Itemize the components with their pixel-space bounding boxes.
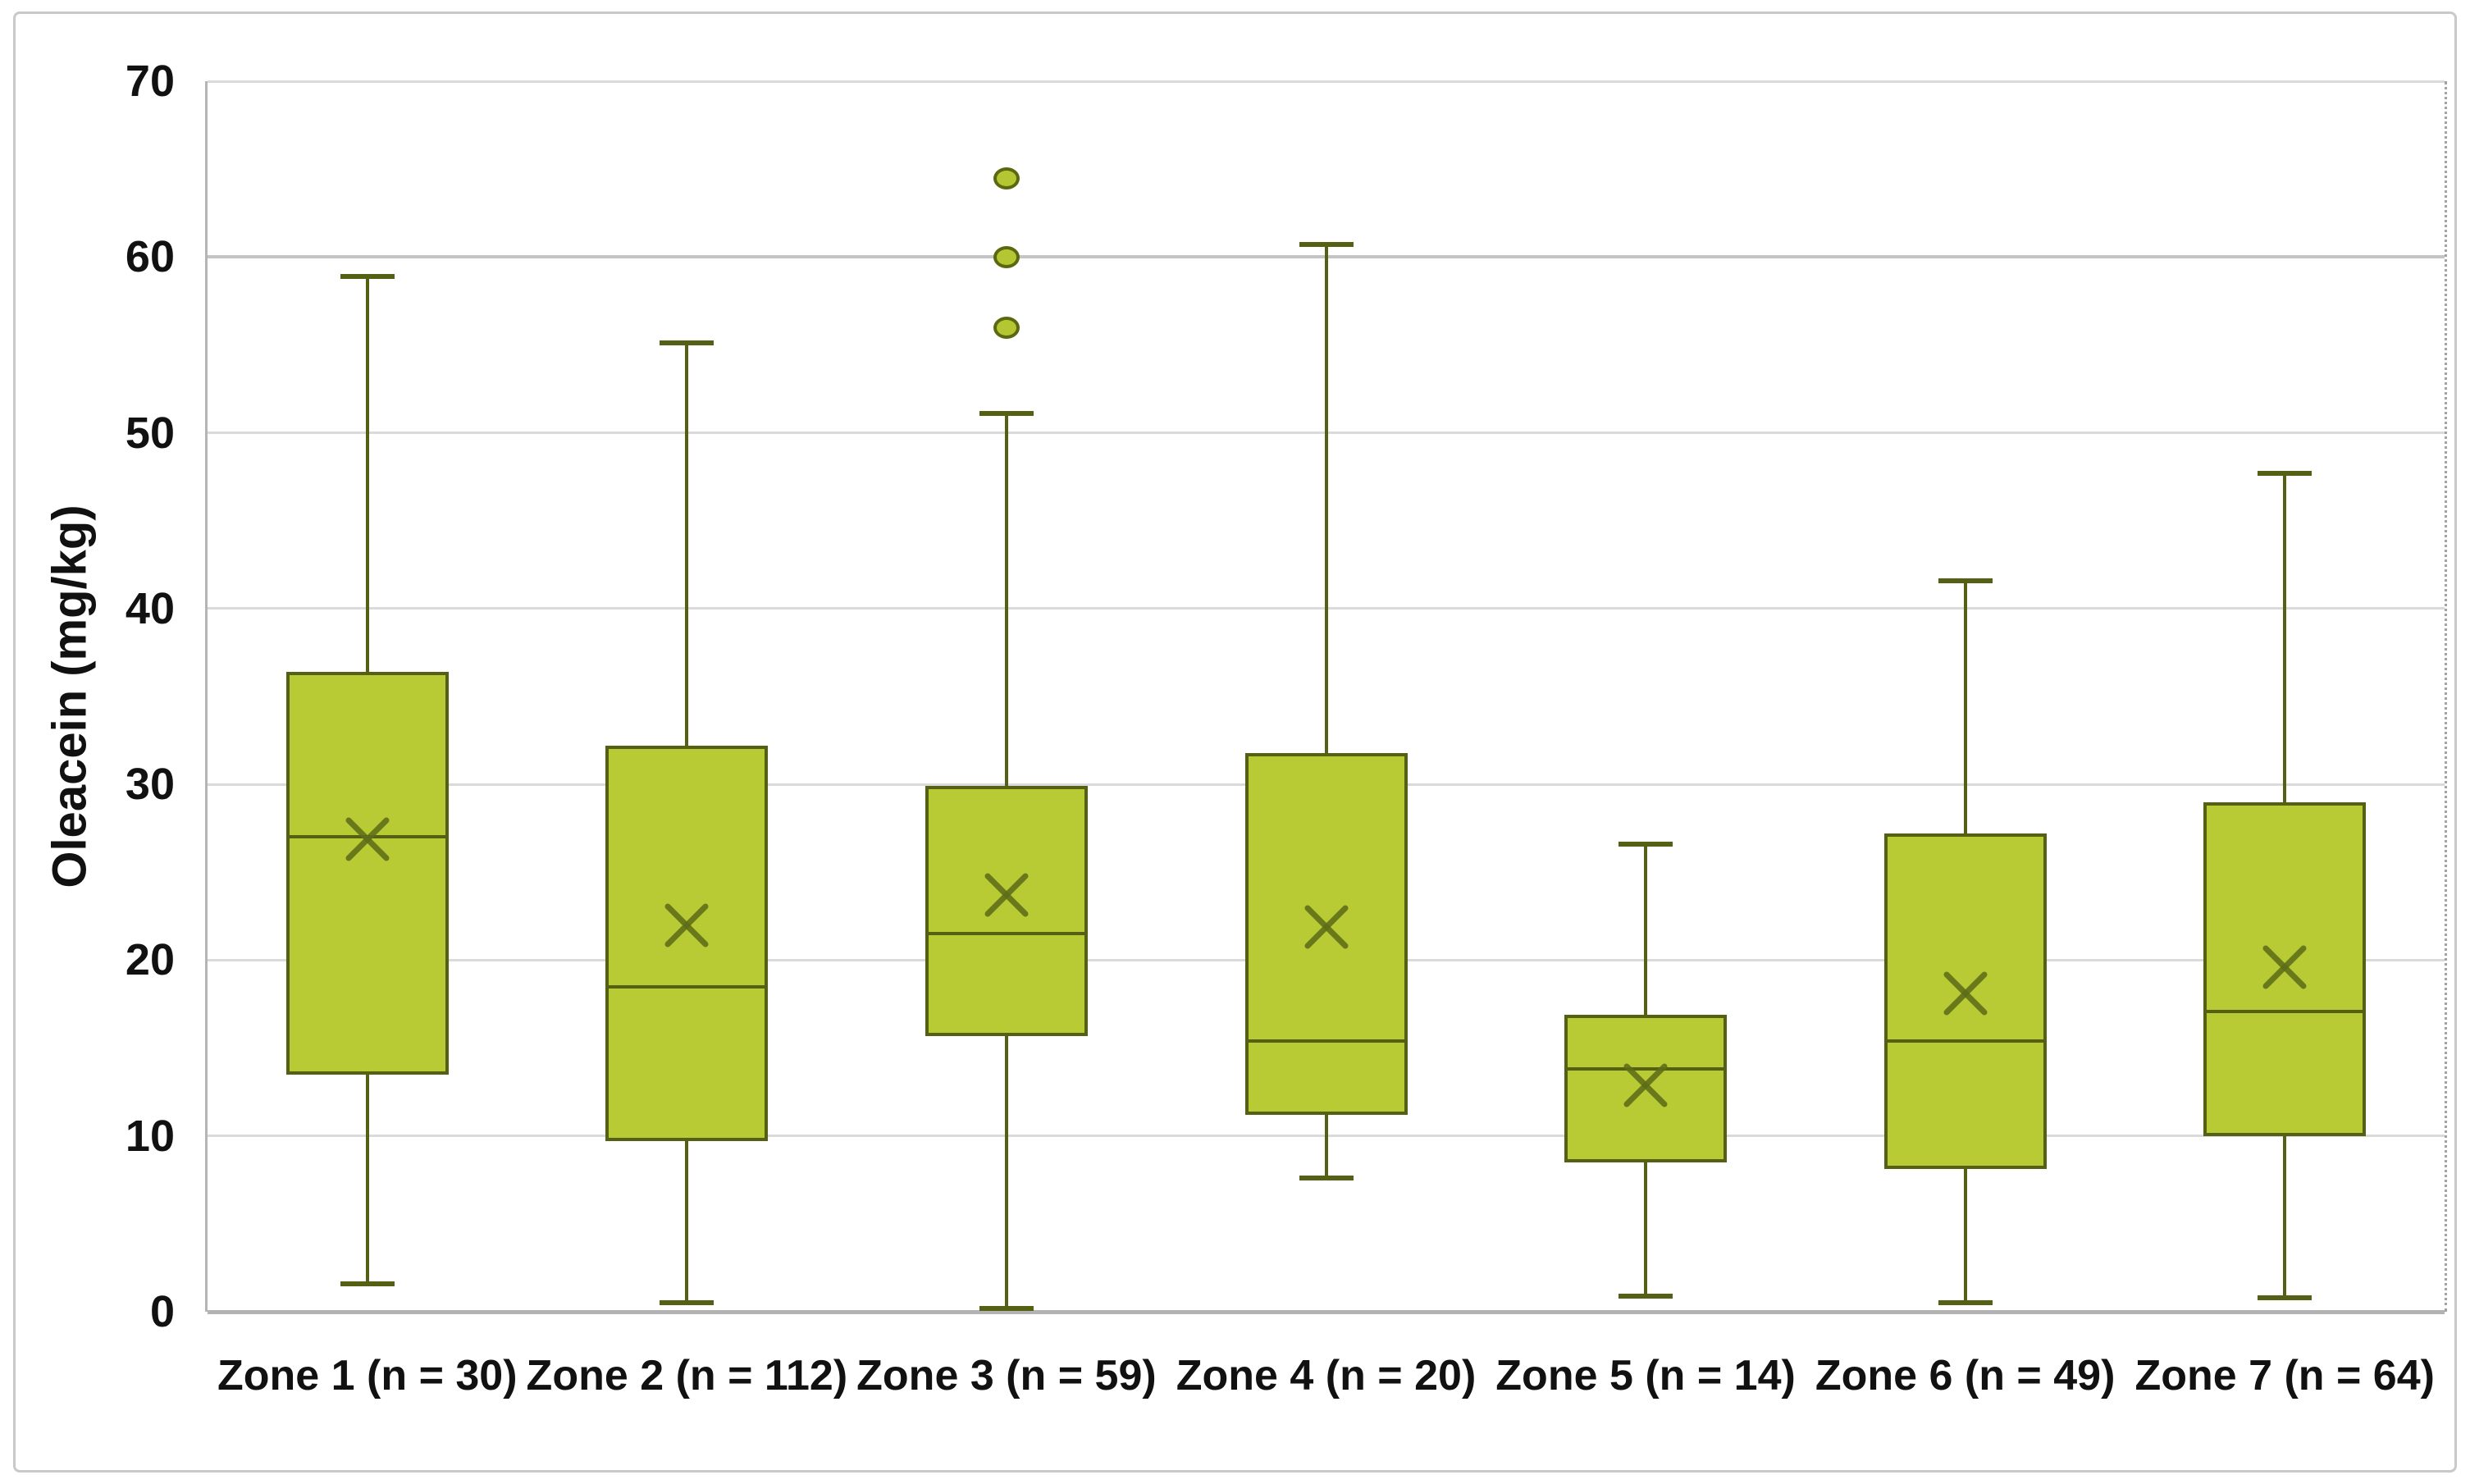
lower-whisker-zone-5 <box>1644 1162 1648 1296</box>
median-line-zone-4 <box>1244 1039 1408 1043</box>
mean-marker-zone-5 <box>1619 1058 1673 1112</box>
upper-whisker-zone-2 <box>685 343 689 746</box>
mean-marker-zone-6 <box>1938 966 1993 1021</box>
lower-whisker-zone-1 <box>365 1074 369 1284</box>
box-zone-4 <box>1244 752 1408 1115</box>
box-zone-6 <box>1883 833 2047 1170</box>
median-line-zone-7 <box>2203 1009 2367 1013</box>
upper-whisker-zone-6 <box>1963 580 1967 834</box>
median-line-zone-5 <box>1564 1067 1728 1071</box>
gridline-70 <box>208 80 2445 83</box>
x-axis-label-zone-1: Zone 1 (n = 30) <box>217 1352 518 1400</box>
plot-right-border <box>2445 81 2447 1312</box>
lower-whisker-zone-4 <box>1324 1115 1328 1179</box>
lower-whisker-zone-2 <box>685 1141 689 1304</box>
lower-whisker-zone-7 <box>2283 1135 2287 1298</box>
median-line-zone-3 <box>925 932 1088 936</box>
upper-whisker-zone-4 <box>1324 244 1328 753</box>
mean-marker-zone-1 <box>340 812 395 866</box>
lower-whisker-cap-zone-7 <box>2258 1295 2312 1300</box>
upper-whisker-cap-zone-1 <box>340 273 395 279</box>
x-axis-label-zone-4: Zone 4 (n = 20) <box>1176 1352 1477 1400</box>
y-tick-label-30: 30 <box>125 760 175 810</box>
x-axis-label-zone-3: Zone 3 (n = 59) <box>856 1352 1157 1400</box>
lower-whisker-zone-6 <box>1963 1169 1967 1304</box>
x-axis-label-zone-5: Zone 5 (n = 14) <box>1495 1352 1796 1400</box>
x-axis-label-zone-7: Zone 7 (n = 64) <box>2134 1352 2435 1400</box>
x-axis-label-zone-6: Zone 6 (n = 49) <box>1815 1352 2116 1400</box>
mean-marker-zone-3 <box>979 868 1034 922</box>
upper-whisker-zone-5 <box>1644 844 1648 1015</box>
y-tick-label-50: 50 <box>125 408 175 458</box>
upper-whisker-zone-1 <box>365 276 369 672</box>
y-tick-label-40: 40 <box>125 583 175 633</box>
median-line-zone-2 <box>605 984 769 989</box>
y-tick-label-70: 70 <box>125 57 175 106</box>
outlier-zone-3-1 <box>993 246 1020 269</box>
mean-marker-zone-2 <box>660 898 714 952</box>
y-tick-label-60: 60 <box>125 232 175 282</box>
upper-whisker-cap-zone-7 <box>2258 470 2312 476</box>
y-axis-line <box>205 81 208 1312</box>
outlier-zone-3-0 <box>993 317 1020 339</box>
box-zone-2 <box>605 746 769 1142</box>
outlier-zone-3-2 <box>993 167 1020 189</box>
upper-whisker-zone-7 <box>2283 473 2287 802</box>
box-zone-3 <box>925 786 1088 1036</box>
lower-whisker-cap-zone-4 <box>1299 1176 1354 1181</box>
upper-whisker-cap-zone-6 <box>1938 578 1993 583</box>
lower-whisker-cap-zone-1 <box>340 1281 395 1286</box>
lower-whisker-zone-3 <box>1004 1035 1008 1308</box>
upper-whisker-cap-zone-4 <box>1299 242 1354 248</box>
lower-whisker-cap-zone-2 <box>660 1300 715 1306</box>
lower-whisker-cap-zone-3 <box>979 1305 1034 1311</box>
mean-marker-zone-7 <box>2258 940 2312 994</box>
mean-marker-zone-4 <box>1299 900 1354 954</box>
lower-whisker-cap-zone-6 <box>1938 1300 1993 1306</box>
lower-whisker-cap-zone-5 <box>1619 1293 1673 1299</box>
y-tick-label-0: 0 <box>149 1287 175 1336</box>
x-axis-label-zone-2: Zone 2 (n = 112) <box>526 1352 848 1400</box>
upper-whisker-cap-zone-3 <box>979 411 1034 416</box>
upper-whisker-zone-3 <box>1004 413 1008 787</box>
upper-whisker-cap-zone-5 <box>1619 842 1673 847</box>
y-tick-label-10: 10 <box>125 1111 175 1161</box>
y-tick-label-20: 20 <box>125 935 175 985</box>
box-zone-1 <box>285 672 449 1075</box>
median-line-zone-6 <box>1883 1039 2047 1043</box>
upper-whisker-cap-zone-2 <box>660 340 715 346</box>
gridline-0 <box>208 1309 2445 1314</box>
